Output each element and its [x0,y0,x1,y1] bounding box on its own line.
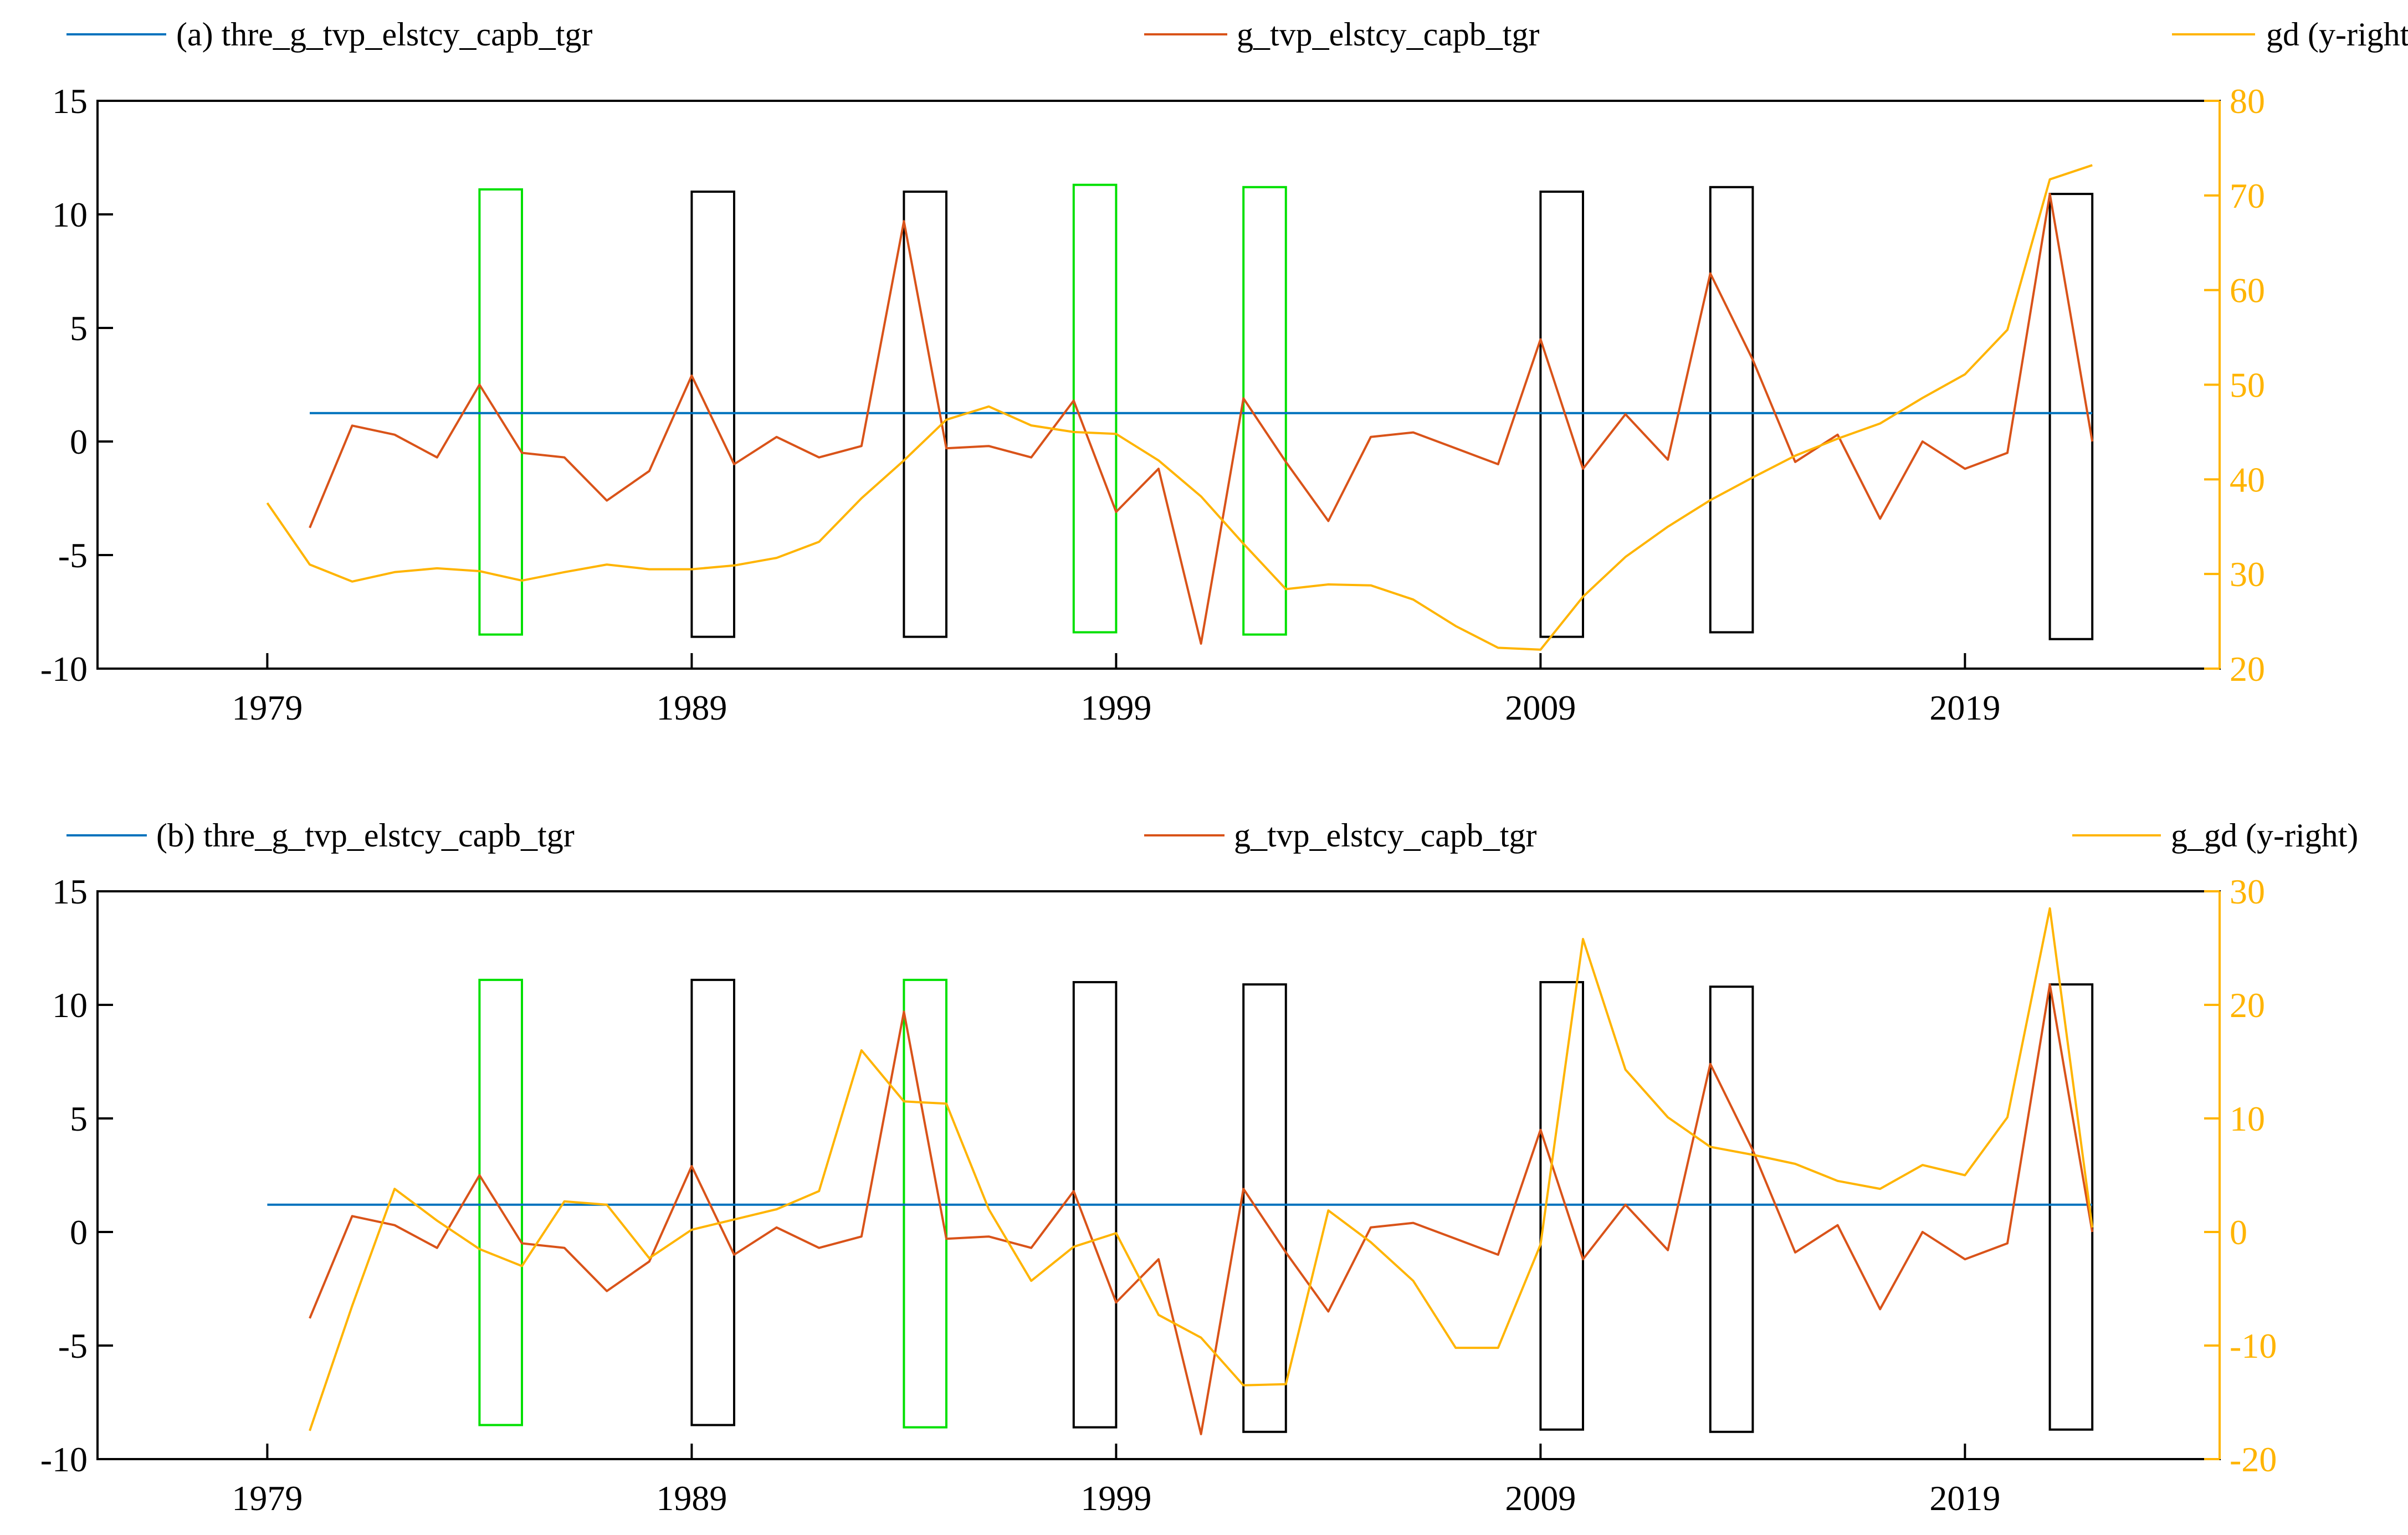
highlight-box-green [1242,186,1287,636]
legend-label-threshold: (a) thre_g_tvp_elstcy_capb_tgr [176,16,592,53]
y-tick-label: 15 [52,81,88,121]
y2-tick-label: 20 [2230,649,2265,689]
y-tick-label: 0 [70,1213,88,1252]
legend-label-series: g_tvp_elstcy_capb_tgr [1237,16,1540,53]
panel-a-chart: (a) thre_g_tvp_elstcy_capb_tgr g_tvp_els… [40,16,2408,727]
plot-area-border [96,100,2221,670]
panel-b-chart: (b) thre_g_tvp_elstcy_capb_tgr g_tvp_els… [40,817,2359,1518]
highlight-box-black [690,978,736,1426]
panel-b-x-axis: 1979 1989 1999 2009 2019 [232,1444,2000,1518]
panel-a-legend: (a) thre_g_tvp_elstcy_capb_tgr g_tvp_els… [66,16,2408,53]
highlight-box-green [903,978,948,1429]
y-tick-label: 5 [70,1099,88,1138]
plot-area-border [96,890,2221,1460]
y2-tick-label: 10 [2230,1099,2265,1138]
y2-tick-label: 80 [2230,81,2265,121]
highlight-box-green [1072,183,1118,634]
panel-a-highlight-boxes [478,183,2094,640]
y2-tick-label: 40 [2230,460,2265,499]
y2-tick-label: -10 [2230,1326,2277,1365]
x-tick-label: 2019 [1929,688,2000,727]
highlight-box-black [1242,983,1287,1433]
panel-a-axes-frame [96,100,2221,670]
legend-label-right-series: gd (y-right) [2266,16,2408,53]
panel-a-series [266,164,2094,651]
highlight-box-black [1709,186,1754,634]
series-line [309,983,2094,1435]
panel-b-left-y-axis: -10 -5 0 5 10 15 [40,872,113,1479]
x-tick-label: 1999 [1080,1478,1151,1518]
right-series-line [309,907,2094,1431]
y2-tick-label: 70 [2230,176,2265,215]
legend-label-threshold: (b) thre_g_tvp_elstcy_capb_tgr [156,817,575,854]
y2-tick-label: 30 [2230,555,2265,594]
y-tick-label: -5 [58,536,88,575]
panel-b-highlight-boxes [478,978,2094,1433]
legend-label-series: g_tvp_elstcy_capb_tgr [1234,817,1537,854]
x-tick-label: 1979 [232,1478,303,1518]
y-tick-label: -5 [58,1326,88,1365]
highlight-box-green [478,188,524,636]
series-line [309,193,2094,645]
highlight-box-black [1709,985,1754,1433]
y2-tick-label: 0 [2230,1213,2247,1252]
highlight-box-black [1539,981,1584,1431]
x-tick-label: 1989 [656,1478,727,1518]
x-tick-label: 1979 [232,688,303,727]
panel-a-right-y-axis: 20 30 40 50 60 70 80 [2204,81,2265,689]
x-tick-label: 2009 [1505,1478,1576,1518]
x-tick-label: 1999 [1080,688,1151,727]
panel-a-x-axis: 1979 1989 1999 2009 2019 [232,653,2000,727]
panel-b-legend: (b) thre_g_tvp_elstcy_capb_tgr g_tvp_els… [66,817,2358,854]
y2-tick-label: 50 [2230,366,2265,405]
panel-b-axes-frame [96,890,2221,1460]
legend-label-right-series: g_gd (y-right) [2171,817,2358,854]
panel-a-left-y-axis: -10 -5 0 5 10 15 [40,81,113,689]
y2-tick-label: 20 [2230,985,2265,1025]
y-tick-label: 10 [52,985,88,1025]
x-tick-label: 2009 [1505,688,1576,727]
y2-tick-label: 30 [2230,872,2265,911]
y2-tick-label: -20 [2230,1440,2277,1479]
right-series-line [266,164,2093,651]
highlight-box-green [478,978,524,1426]
y-tick-label: 0 [70,422,88,461]
highlight-box-black [2048,193,2094,640]
y-tick-label: -10 [40,1440,88,1479]
x-tick-label: 1989 [656,688,727,727]
y-tick-label: 10 [52,195,88,234]
x-tick-label: 2019 [1929,1478,2000,1518]
y-tick-label: -10 [40,649,88,689]
y-tick-label: 15 [52,872,88,911]
highlight-box-black [2048,983,2094,1431]
panel-b-series [267,907,2094,1435]
y-tick-label: 5 [70,309,88,348]
y2-tick-label: 60 [2230,271,2265,310]
panel-b-right-y-axis: -20 -10 0 10 20 30 [2204,872,2277,1479]
